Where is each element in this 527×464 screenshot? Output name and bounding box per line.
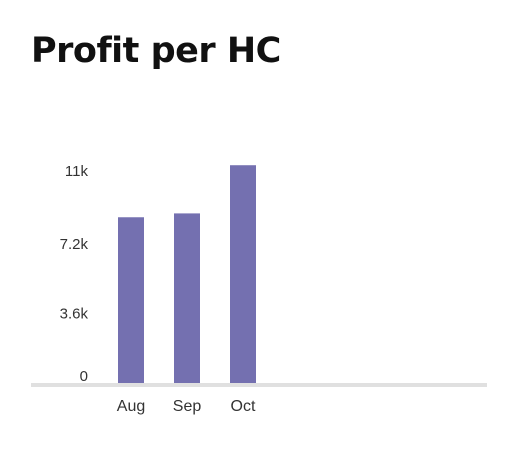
x-tick-label: Sep [173,398,202,415]
y-tick-label: 7.2k [60,236,89,253]
x-tick-label: Oct [231,398,256,415]
y-axis-ticks: 0 3.6k 7.2k 11k [60,163,89,385]
bar-oct[interactable] [230,165,256,383]
y-tick-label: 11k [65,163,89,180]
chart-title: Profit per HC [31,31,281,71]
y-tick-label: 3.6k [60,306,89,323]
bar-sep[interactable] [174,213,200,383]
x-axis-labels: Aug Sep Oct [117,398,256,415]
x-axis-line [31,383,487,387]
x-tick-label: Aug [117,398,145,415]
bars [118,165,256,383]
y-tick-label: 0 [80,368,88,385]
bar-aug[interactable] [118,217,144,383]
